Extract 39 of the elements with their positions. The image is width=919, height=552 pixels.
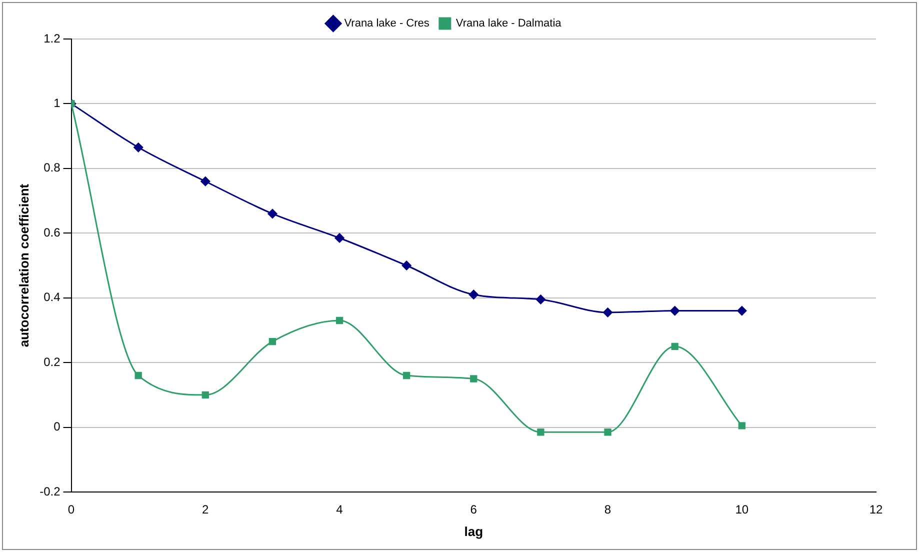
y-tick-label: 1 — [54, 96, 61, 110]
point — [536, 294, 546, 304]
point — [403, 372, 410, 380]
legend-label: Vrana lake - Dalmatia — [456, 18, 562, 30]
point — [336, 316, 344, 324]
y-tick-label: -0.2 — [40, 484, 61, 498]
point — [738, 422, 746, 430]
point — [202, 391, 209, 399]
point — [671, 342, 678, 350]
y-axis-title: autocorrelation coefficient — [16, 183, 32, 348]
x-tick-label: 0 — [68, 502, 75, 517]
x-tick-label: 2 — [202, 502, 210, 517]
y-tick-label: 0.4 — [44, 290, 61, 304]
y-tick-label: 1.2 — [44, 31, 61, 46]
legend-label: Vrana lake - Cres — [344, 18, 430, 30]
y-tick-label: 0 — [54, 420, 61, 434]
y-tick-label: 0.8 — [44, 160, 61, 175]
point — [334, 233, 344, 243]
point — [604, 428, 612, 436]
x-axis-title: lag — [464, 524, 484, 539]
point — [402, 260, 412, 270]
point — [200, 176, 210, 186]
point — [737, 306, 747, 316]
y-tick-label: 0.2 — [44, 354, 61, 369]
x-tick-label: 8 — [604, 502, 612, 517]
x-tick-label: 4 — [336, 502, 344, 517]
point — [268, 208, 278, 218]
point — [670, 306, 680, 316]
point — [603, 308, 613, 318]
point — [537, 428, 544, 436]
x-tick-label: 12 — [869, 502, 883, 517]
point — [134, 372, 142, 380]
x-tick-label: 6 — [470, 502, 478, 517]
point — [468, 290, 478, 300]
point — [134, 142, 144, 152]
y-tick-label: 0.6 — [44, 225, 61, 240]
point — [268, 338, 276, 346]
point — [470, 375, 478, 382]
x-tick-label: 10 — [735, 502, 749, 517]
